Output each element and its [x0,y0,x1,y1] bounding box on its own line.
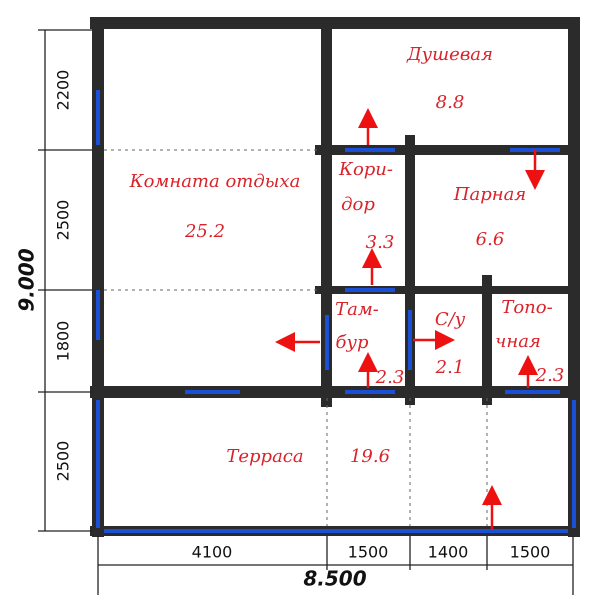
guides [104,149,488,526]
dimension: 2200 [54,70,73,111]
walls [90,17,580,537]
labels: 9.000 8.500 Душевая 8.8 Комната отдыха 25.2… [15,44,565,591]
room-name: Топо- [501,297,552,318]
room-area: 3.3 [366,232,395,253]
room-name: Комната отдыха [129,171,301,192]
dimension: 1500 [510,543,551,562]
dimension: 1500 [348,543,389,562]
windows [96,90,576,533]
dimension-lines [38,29,574,595]
room-area: 25.2 [184,221,225,242]
room-name: Кори- [338,159,393,180]
dimension: 2500 [54,441,73,482]
room-name: Парная [453,184,526,205]
dimension: 1800 [54,321,73,362]
room-area: 8.8 [436,92,465,113]
room-name: бур [336,332,369,353]
room-area: 2.3 [535,365,565,386]
dimension: 1400 [428,543,469,562]
room-name: чная [495,331,541,352]
room-name: Душевая [406,44,493,65]
room-area: 2.1 [435,357,465,378]
total-width: 8.500 [303,567,366,591]
dimension: 4100 [192,543,233,562]
room-area: 6.6 [476,229,505,250]
dimension: 2500 [54,200,73,241]
room-name: Там- [335,299,379,320]
total-height: 9.000 [15,248,39,311]
room-name: дор [341,194,375,215]
room-area: 2.3 [375,367,405,388]
room-area: 19.6 [350,446,390,467]
room-name: С/у [435,309,466,330]
arrows [275,108,545,530]
room-name: Терраса [226,446,303,467]
